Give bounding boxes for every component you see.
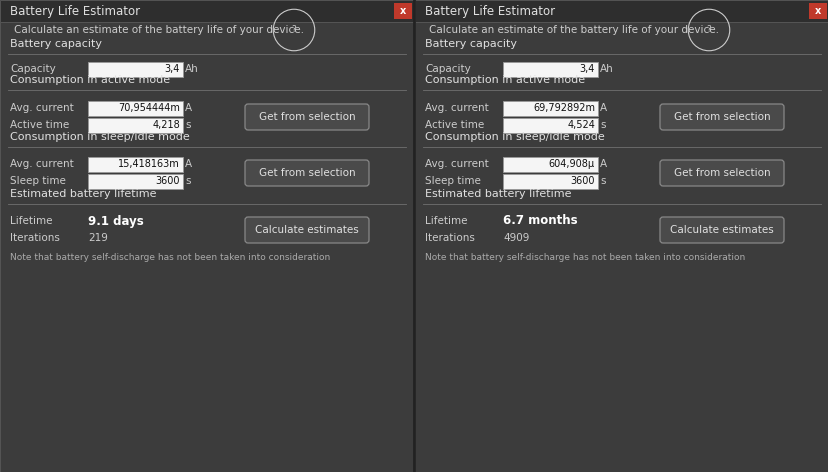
Text: s: s [185,120,190,130]
Text: Sleep time: Sleep time [10,176,65,186]
FancyBboxPatch shape [808,3,826,19]
FancyBboxPatch shape [245,160,368,186]
FancyBboxPatch shape [503,157,597,171]
Text: 69,792892m: 69,792892m [532,103,595,113]
Text: Active time: Active time [10,120,70,130]
Text: 4909: 4909 [503,233,529,243]
Text: x: x [814,6,821,16]
Text: Consumption in sleep/idle mode: Consumption in sleep/idle mode [425,132,604,142]
Text: 3,4: 3,4 [165,64,180,74]
Text: A: A [185,103,192,113]
Text: ?: ? [705,25,710,34]
FancyBboxPatch shape [503,174,597,188]
Text: 3,4: 3,4 [579,64,595,74]
FancyBboxPatch shape [393,3,412,19]
FancyBboxPatch shape [415,22,828,472]
Text: Estimated battery lifetime: Estimated battery lifetime [425,189,570,199]
Text: 4,218: 4,218 [152,120,180,130]
Text: 15,418163m: 15,418163m [118,159,180,169]
Text: 604,908μ: 604,908μ [548,159,595,169]
Text: Get from selection: Get from selection [258,112,355,122]
FancyBboxPatch shape [503,118,597,133]
Text: Battery capacity: Battery capacity [425,39,517,49]
FancyBboxPatch shape [659,217,783,243]
Text: Avg. current: Avg. current [425,159,489,169]
Text: A: A [599,159,606,169]
FancyBboxPatch shape [245,217,368,243]
Text: Calculate an estimate of the battery life of your device.: Calculate an estimate of the battery lif… [428,25,718,35]
Text: Estimated battery lifetime: Estimated battery lifetime [10,189,156,199]
FancyBboxPatch shape [659,104,783,130]
Text: Ah: Ah [185,64,199,74]
Text: Calculate an estimate of the battery life of your device.: Calculate an estimate of the battery lif… [14,25,304,35]
Text: A: A [599,103,606,113]
Text: 4,524: 4,524 [566,120,595,130]
FancyBboxPatch shape [88,157,183,171]
Text: Get from selection: Get from selection [258,168,355,178]
Text: 70,954444m: 70,954444m [118,103,180,113]
Text: Consumption in sleep/idle mode: Consumption in sleep/idle mode [10,132,190,142]
Text: Lifetime: Lifetime [425,216,467,226]
Text: Capacity: Capacity [425,64,470,74]
Text: Battery Life Estimator: Battery Life Estimator [10,5,140,17]
Text: Get from selection: Get from selection [673,168,769,178]
Text: Get from selection: Get from selection [673,112,769,122]
FancyBboxPatch shape [415,0,828,22]
Text: Active time: Active time [425,120,484,130]
Text: s: s [185,176,190,186]
Text: 3600: 3600 [156,176,180,186]
Text: Sleep time: Sleep time [425,176,480,186]
Text: s: s [599,176,604,186]
Text: Capacity: Capacity [10,64,55,74]
Text: Consumption in active mode: Consumption in active mode [425,75,585,85]
Text: Avg. current: Avg. current [425,103,489,113]
FancyBboxPatch shape [503,101,597,116]
Text: x: x [399,6,406,16]
FancyBboxPatch shape [88,101,183,116]
Text: Ah: Ah [599,64,613,74]
Text: 6.7 months: 6.7 months [503,214,577,228]
FancyBboxPatch shape [503,61,597,76]
Text: Calculate estimates: Calculate estimates [669,225,773,235]
Text: Calculate estimates: Calculate estimates [255,225,359,235]
FancyBboxPatch shape [0,22,413,472]
Text: Note that battery self-discharge has not been taken into consideration: Note that battery self-discharge has not… [425,253,744,262]
Text: Avg. current: Avg. current [10,103,74,113]
FancyBboxPatch shape [245,104,368,130]
FancyBboxPatch shape [88,118,183,133]
FancyBboxPatch shape [659,160,783,186]
Text: A: A [185,159,192,169]
Text: Battery Life Estimator: Battery Life Estimator [425,5,555,17]
Text: Iterations: Iterations [425,233,474,243]
Text: Lifetime: Lifetime [10,216,52,226]
Text: 3600: 3600 [570,176,595,186]
Text: Consumption in active mode: Consumption in active mode [10,75,170,85]
Text: Avg. current: Avg. current [10,159,74,169]
Text: Note that battery self-discharge has not been taken into consideration: Note that battery self-discharge has not… [10,253,330,262]
FancyBboxPatch shape [88,61,183,76]
Text: 219: 219 [88,233,108,243]
Text: ?: ? [291,25,296,34]
FancyBboxPatch shape [0,0,413,22]
Text: s: s [599,120,604,130]
Text: 9.1 days: 9.1 days [88,214,143,228]
FancyBboxPatch shape [88,174,183,188]
Text: Battery capacity: Battery capacity [10,39,102,49]
Text: Iterations: Iterations [10,233,60,243]
